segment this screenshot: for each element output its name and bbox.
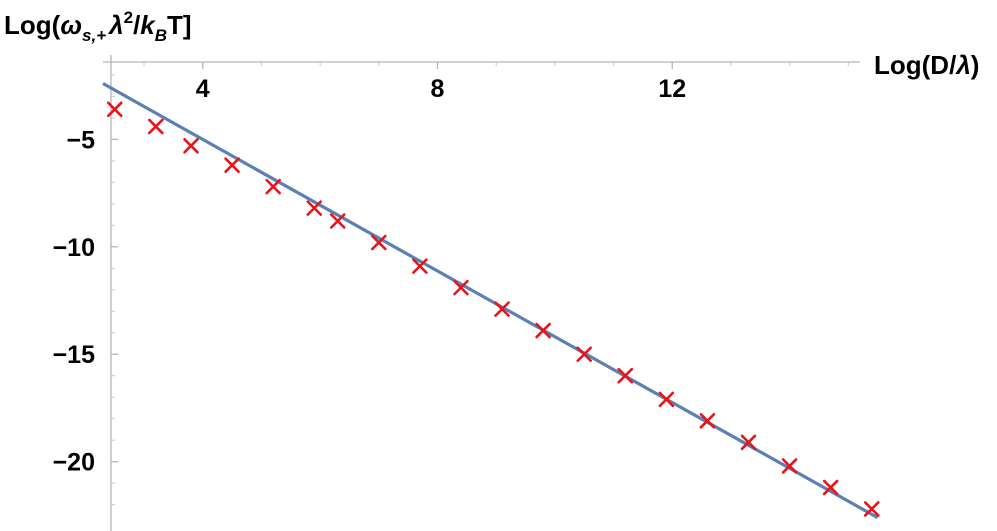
data-point-x-marker	[329, 213, 346, 229]
x-tick-label: 8	[431, 75, 445, 103]
x-tick-label: 12	[658, 75, 686, 103]
data-point-x-marker	[863, 501, 880, 517]
data-point-x-marker	[535, 322, 551, 339]
data-point-x-marker	[412, 258, 428, 274]
data-point-x-marker	[265, 178, 281, 195]
data-point-x-marker	[781, 458, 798, 474]
data-point-x-marker	[658, 391, 675, 408]
data-point-x-marker	[148, 118, 164, 135]
series-layer	[102, 82, 880, 519]
data-point-x-marker	[371, 234, 387, 251]
data-point-x-marker	[106, 101, 123, 118]
y-tick-label: −15	[53, 341, 96, 369]
y-axis-title: Log(ωs,+ λ2/kBT]	[4, 8, 192, 45]
data-point-x-marker	[740, 434, 757, 451]
y-tick-label: −5	[66, 126, 95, 154]
axes	[103, 55, 860, 531]
ticks: 4 8 12 −5 −10 −15 −20	[53, 62, 849, 506]
y-tick-label: −10	[53, 234, 95, 262]
y-tick-label: −20	[53, 449, 95, 477]
data-point-x-marker	[699, 413, 716, 429]
data-point-x-marker	[453, 279, 469, 296]
data-point-x-marker	[822, 479, 839, 496]
data-point-x-marker	[183, 138, 199, 154]
data-point-x-marker	[224, 157, 240, 173]
data-point-x-marker	[617, 367, 634, 384]
fit-line	[102, 82, 879, 519]
x-axis-title: Log(D/λ)	[874, 50, 979, 80]
data-point-x-marker	[576, 346, 592, 363]
data-point-x-marker	[494, 301, 510, 317]
data-point-x-marker	[306, 200, 323, 216]
x-tick-label: 4	[196, 75, 210, 103]
